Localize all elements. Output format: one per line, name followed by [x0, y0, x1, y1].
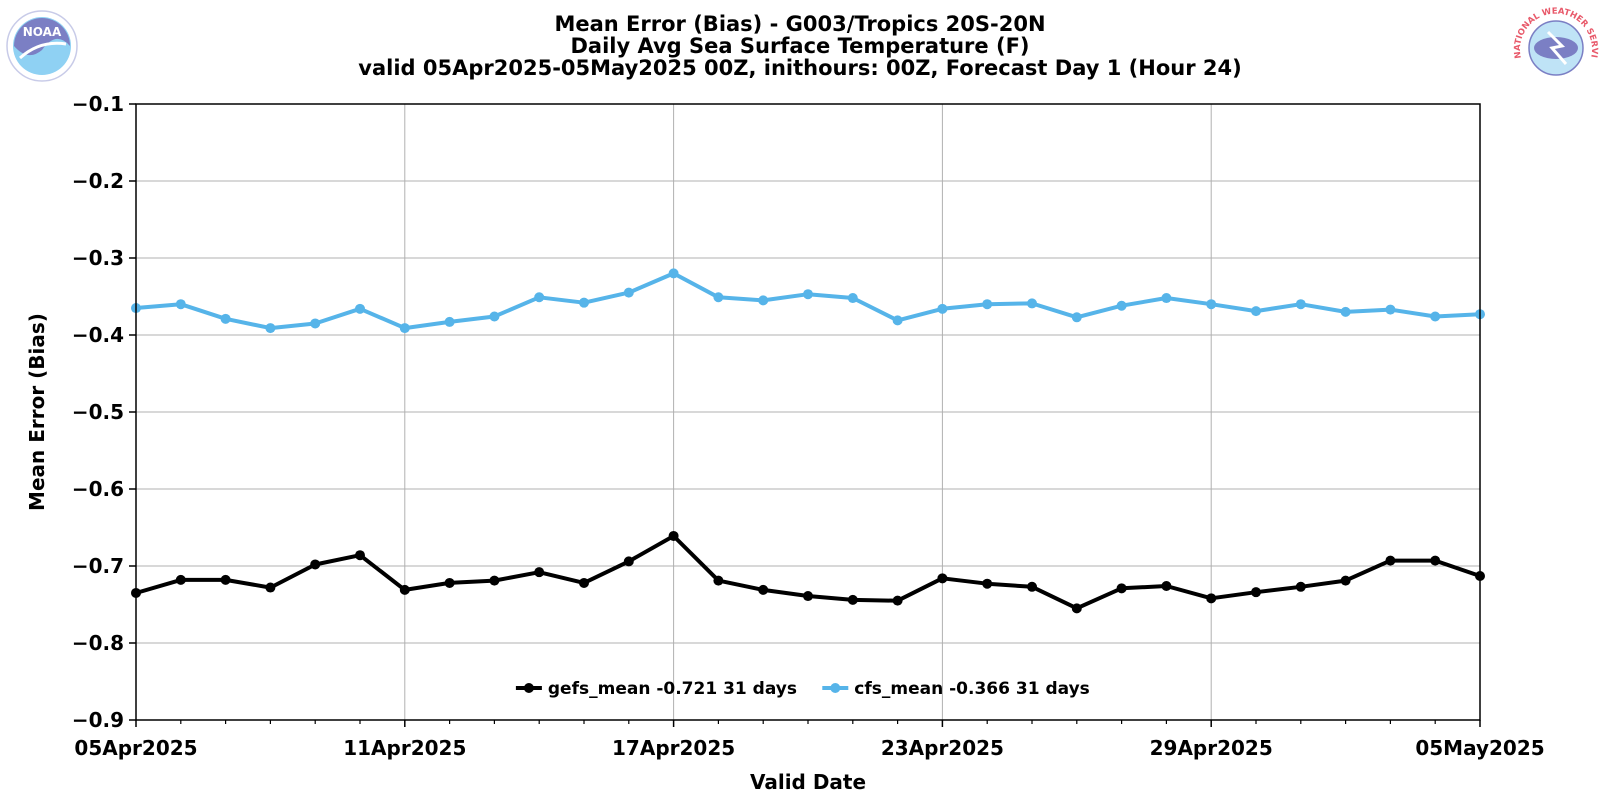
data-point	[489, 575, 500, 586]
y-tick-label: −0.1	[72, 92, 124, 116]
data-point	[623, 287, 634, 298]
legend-entry-1: gefs_mean -0.721 31 days	[515, 679, 797, 699]
data-point	[1206, 299, 1217, 310]
data-point	[444, 577, 455, 588]
x-tick-label: 05Apr2025	[74, 736, 197, 760]
data-point	[623, 556, 634, 567]
data-point	[175, 574, 186, 585]
data-point	[847, 594, 858, 605]
data-point	[982, 578, 993, 589]
legend-entry-2: cfs_mean -0.366 31 days	[822, 679, 1090, 699]
data-point	[668, 530, 679, 541]
data-point	[1430, 555, 1441, 566]
data-point	[355, 303, 365, 314]
data-point	[892, 595, 903, 606]
x-tick-label: 05May2025	[1415, 736, 1544, 760]
y-tick-label: −0.2	[72, 169, 124, 193]
legend-label: cfs_mean -0.366 31 days	[854, 679, 1089, 699]
x-tick-label: 23Apr2025	[881, 736, 1004, 760]
noaa-logo: NOAA	[6, 10, 78, 82]
data-point	[1116, 583, 1127, 594]
data-point	[1161, 293, 1172, 304]
legend-label: gefs_mean -0.721 31 days	[548, 679, 797, 699]
data-point	[713, 575, 724, 586]
y-tick-label: −0.3	[72, 246, 124, 270]
data-point	[1340, 306, 1351, 317]
data-point	[579, 297, 589, 308]
data-point	[1027, 298, 1037, 309]
data-point	[937, 573, 948, 584]
x-tick-label: 17Apr2025	[612, 736, 735, 760]
noaa-logo-text: NOAA	[23, 25, 62, 39]
data-point	[1340, 575, 1351, 586]
y-tick-label: −0.8	[72, 631, 124, 655]
data-point	[444, 316, 455, 327]
data-point	[265, 582, 276, 593]
data-point	[1027, 581, 1037, 592]
data-point	[1295, 581, 1306, 592]
data-point	[803, 591, 813, 602]
y-axis-label: Mean Error (Bias)	[25, 313, 49, 511]
data-point	[1206, 593, 1217, 604]
data-point	[534, 292, 545, 303]
data-point	[1430, 311, 1441, 322]
y-tick-label: −0.5	[72, 400, 124, 424]
data-point	[1385, 304, 1396, 315]
data-point	[668, 268, 679, 279]
y-tick-label: −0.9	[72, 708, 124, 732]
x-tick-label: 11Apr2025	[343, 736, 466, 760]
legend-marker	[523, 683, 534, 693]
data-point	[1251, 306, 1261, 317]
x-tick-label: 29Apr2025	[1150, 736, 1273, 760]
data-point	[534, 567, 545, 578]
data-point	[982, 299, 993, 310]
data-point	[265, 323, 276, 334]
data-point	[1071, 312, 1082, 323]
data-point	[803, 289, 813, 300]
data-point	[758, 295, 769, 306]
data-point	[1071, 603, 1082, 614]
data-point	[399, 323, 410, 334]
data-point	[758, 584, 769, 595]
y-tick-label: −0.6	[72, 477, 124, 501]
y-tick-label: −0.4	[72, 323, 124, 347]
data-point	[579, 577, 589, 588]
y-tick-label: −0.7	[72, 554, 124, 578]
data-point	[399, 584, 410, 595]
chart-title-line-3: valid 05Apr2025-05May2025 00Z, inithours…	[358, 56, 1241, 80]
series-1	[131, 530, 1485, 614]
series-2	[131, 268, 1485, 334]
chart-title-line-1: Mean Error (Bias) - G003/Tropics 20S-20N	[554, 12, 1045, 36]
data-point	[1251, 587, 1261, 598]
data-point	[310, 559, 321, 570]
x-axis-label: Valid Date	[750, 770, 866, 794]
data-point	[175, 299, 186, 310]
data-point	[937, 303, 948, 314]
data-point	[1161, 581, 1172, 592]
data-point	[489, 311, 500, 322]
data-point	[1295, 299, 1306, 310]
data-point	[1116, 300, 1127, 311]
legend-marker	[830, 683, 841, 693]
data-point	[847, 293, 858, 304]
data-point	[220, 574, 231, 585]
data-point	[1385, 555, 1396, 566]
chart-title-line-2: Daily Avg Sea Surface Temperature (F)	[570, 34, 1029, 58]
data-point	[310, 318, 321, 329]
data-point	[220, 313, 231, 324]
data-point	[355, 550, 365, 561]
data-point	[713, 292, 724, 303]
data-point	[892, 315, 903, 326]
